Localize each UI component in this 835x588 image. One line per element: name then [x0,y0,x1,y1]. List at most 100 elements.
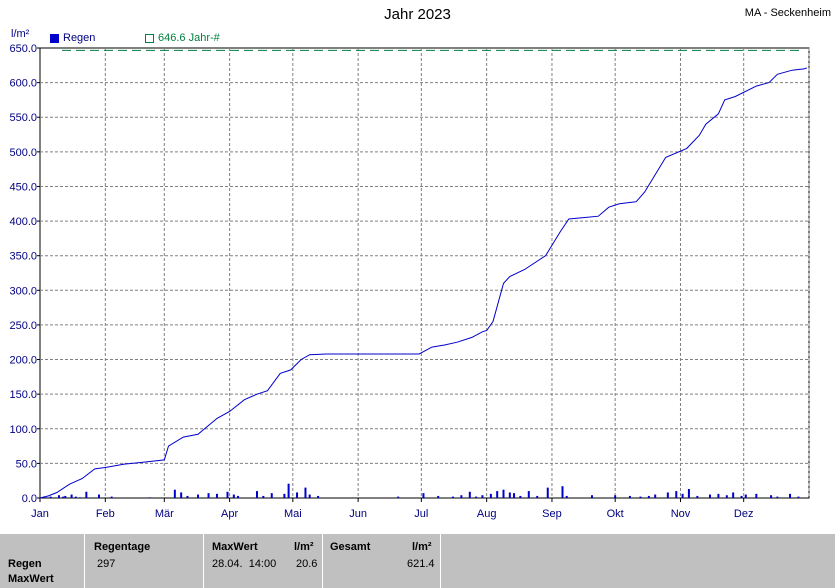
daily-rain-bar [97,494,100,498]
chart-title: Jahr 2023 [384,6,451,23]
y-tick-label: 600.0 [9,78,37,90]
y-tick-label: 250.0 [9,320,37,332]
x-tick-label: Jun [349,508,367,520]
daily-rain-bar [508,492,511,498]
legend-normal: 646.6 Jahr-# [145,32,220,44]
daily-rain-bar [296,492,299,498]
daily-rain-bar [110,496,113,498]
daily-rain-bar [237,495,240,498]
daily-rain-bar [696,495,699,498]
daily-rain-bar [675,491,678,498]
daily-rain-bar [654,494,657,498]
daily-rain-bar [647,495,650,498]
legend-rain-label: Regen [63,32,96,44]
x-tick-label: Feb [96,508,115,520]
x-tick-label: Apr [221,508,238,520]
daily-rain-bar [270,493,273,498]
daily-rain-bar [717,493,720,498]
x-tick-label: Okt [607,508,624,520]
y-tick-label: 550.0 [9,112,37,124]
daily-rain-bar [489,493,492,498]
max-date: 28.04. 14:00 [212,558,277,570]
daily-rain-bar [502,489,505,498]
daily-rain-bar [513,493,516,498]
daily-rain-bar [666,492,669,498]
y-tick-label: 300.0 [9,285,37,297]
y-tick-label: 0.0 [22,493,37,505]
daily-rain-bar [70,494,73,498]
daily-rain-bar [536,495,539,498]
daily-rain-bar [496,491,499,498]
daily-rain-bar [45,497,48,498]
daily-rain-bar [789,493,792,498]
station-name: MA - Seckenheim [744,7,831,19]
daily-rain-bar [725,495,728,498]
daily-rain-bar [708,494,711,498]
rain-chart: 0.0 50.0 100.0 150.0 200.0 250.0 300.0 350.0 400… [9,43,810,520]
daily-rain-bar [232,494,235,498]
y-axis-unit: l/m² [11,28,30,40]
daily-rain-bar [437,495,440,498]
daily-rain-bar [226,491,229,498]
daily-rain-bar [687,489,690,498]
daily-rain-bar [422,493,425,498]
footer-rain-days: Regentage 297 [85,534,204,588]
daily-rain-bar [797,496,800,498]
daily-rain-bar [180,492,183,498]
daily-rain-bar [546,487,549,498]
daily-rain-bar [62,496,65,498]
footer-max: MaxWert l/m² 28.04. 14:00 20.6 [204,534,323,588]
daily-rain-bar [283,493,286,498]
legend-normal-label: 646.6 Jahr-# [158,32,220,44]
rain-days-label: Regentage [94,541,151,553]
max-value: 20.6 [296,558,318,570]
daily-rain-bar [308,494,311,498]
y-tick-label: 500.0 [9,147,37,159]
daily-rain-bar [460,495,463,498]
total-label: Gesamt [330,541,371,553]
daily-rain-bar [770,495,773,498]
daily-rain-bar [565,495,568,498]
legend-rain-swatch [50,33,59,43]
daily-rain-bar [755,493,758,498]
plot-area [39,47,810,499]
y-tick-label: 50.0 [16,458,37,470]
daily-rain-bar [628,495,631,498]
daily-rain-bar [74,496,77,498]
daily-rain-bar [79,497,82,498]
daily-rain-bar [197,494,200,498]
rain-days-value: 297 [97,558,116,570]
daily-rain-bar [732,492,735,498]
daily-rain-bar [744,494,747,498]
x-tick-label: Jul [414,508,428,520]
daily-rain-bar [468,491,471,498]
total-value: 621.4 [407,558,435,570]
y-tick-label: 200.0 [9,355,37,367]
daily-rain-bar [614,495,617,498]
footer-row-regen: Regen [8,558,42,570]
daily-rain-bar [776,496,779,498]
x-tick-label: Aug [477,508,497,520]
y-tick-label: 100.0 [9,424,37,436]
daily-rain-bar [57,495,60,498]
daily-rain-bar [590,495,593,498]
daily-rain-bar [287,483,290,498]
daily-rain-bar [475,496,478,498]
daily-rain-bar [481,495,484,498]
daily-rain-bar [304,487,307,498]
daily-rain-bar [740,495,743,498]
footer-row-labels: Regen MaxWert [0,534,85,588]
daily-rain-bar [561,486,564,498]
y-tick-label: 350.0 [9,251,37,263]
max-unit: l/m² [294,541,314,553]
daily-rain-bar [186,495,189,498]
daily-rain-bar [215,493,218,498]
daily-rain-bar [451,496,454,498]
x-tick-label: Nov [671,508,691,520]
legend-rain: Regen [50,32,95,44]
max-label: MaxWert [212,541,258,553]
summary-footer: Regen MaxWert Regentage 297 MaxWert l/m²… [0,534,835,588]
daily-rain-bar [207,493,210,498]
y-tick-label: 400.0 [9,216,37,228]
daily-rain-bar [262,495,265,498]
